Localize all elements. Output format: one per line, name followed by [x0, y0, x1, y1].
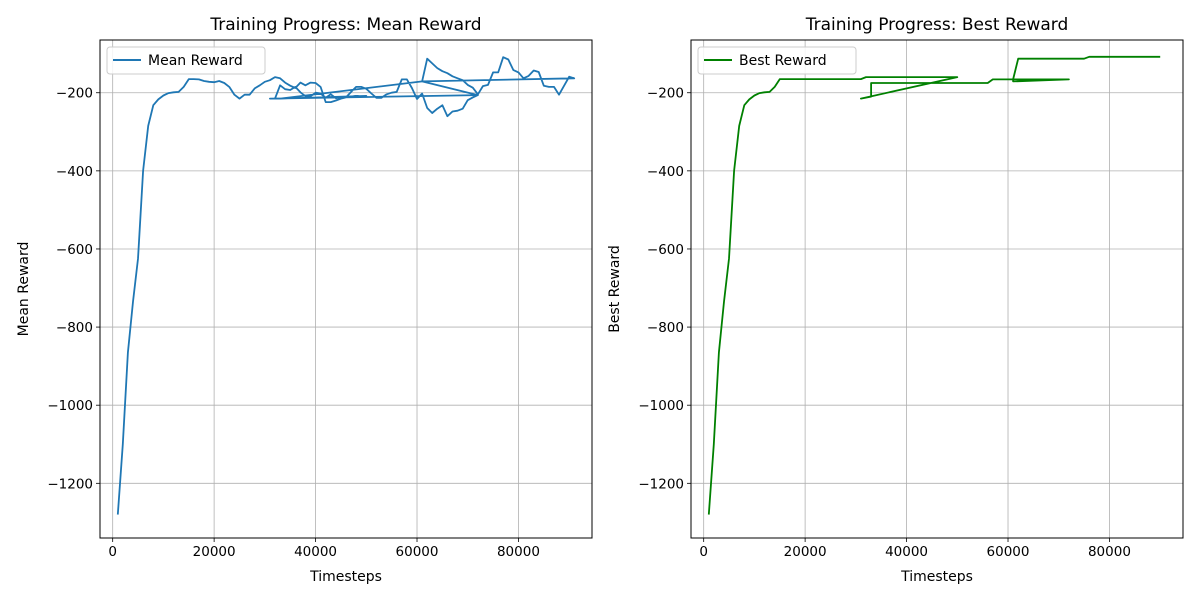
x-tick-label: 60000	[987, 544, 1030, 560]
y-axis-label: Best Reward	[607, 245, 623, 333]
y-tick-label: −800	[647, 320, 684, 336]
x-tick-label: 20000	[784, 544, 827, 560]
chart-title: Training Progress: Mean Reward	[209, 15, 481, 35]
legend	[106, 46, 266, 75]
series-line-1	[116, 56, 576, 515]
y-tick-label: −200	[647, 86, 684, 102]
y-tick-label: −400	[647, 164, 684, 180]
x-tick-label: 80000	[1088, 544, 1131, 560]
x-tick-label: 60000	[396, 544, 439, 560]
chart-mean-reward: Training Progress: Mean Reward Timesteps…	[16, 15, 593, 585]
y-tick-label: −1200	[638, 476, 684, 492]
legend	[697, 46, 857, 75]
y-tick-label: −400	[56, 164, 93, 180]
y-tick-label: −800	[56, 320, 93, 336]
y-tick-label: −1000	[638, 398, 684, 414]
y-axis-label: Mean Reward	[16, 242, 32, 337]
legend-label: Best Reward	[739, 53, 827, 69]
y-tick-label: −1000	[47, 398, 93, 414]
x-axis-label: Timesteps	[309, 569, 382, 585]
grid	[100, 40, 592, 538]
x-axis-label: Timesteps	[900, 569, 973, 585]
legend-box	[697, 46, 857, 75]
y-tick-label: −600	[647, 242, 684, 258]
x-tick-label: 0	[699, 544, 708, 560]
legend-box	[106, 46, 266, 75]
x-tick-label: 80000	[497, 544, 540, 560]
x-tick-label: 40000	[885, 544, 928, 560]
y-tick-label: −1200	[47, 476, 93, 492]
series-line-1	[707, 55, 1161, 515]
plot-frame	[690, 39, 1184, 539]
y-tick-label: −600	[56, 242, 93, 258]
chart-best-reward: Training Progress: Best Reward Timesteps…	[607, 15, 1184, 585]
chart-title: Training Progress: Best Reward	[805, 15, 1069, 35]
x-tick-label: 20000	[193, 544, 236, 560]
legend-label: Mean Reward	[148, 53, 243, 69]
grid	[691, 40, 1183, 538]
y-tick-label: −200	[56, 86, 93, 102]
x-tick-label: 40000	[294, 544, 337, 560]
plot-frame	[99, 39, 593, 539]
x-tick-label: 0	[108, 544, 117, 560]
